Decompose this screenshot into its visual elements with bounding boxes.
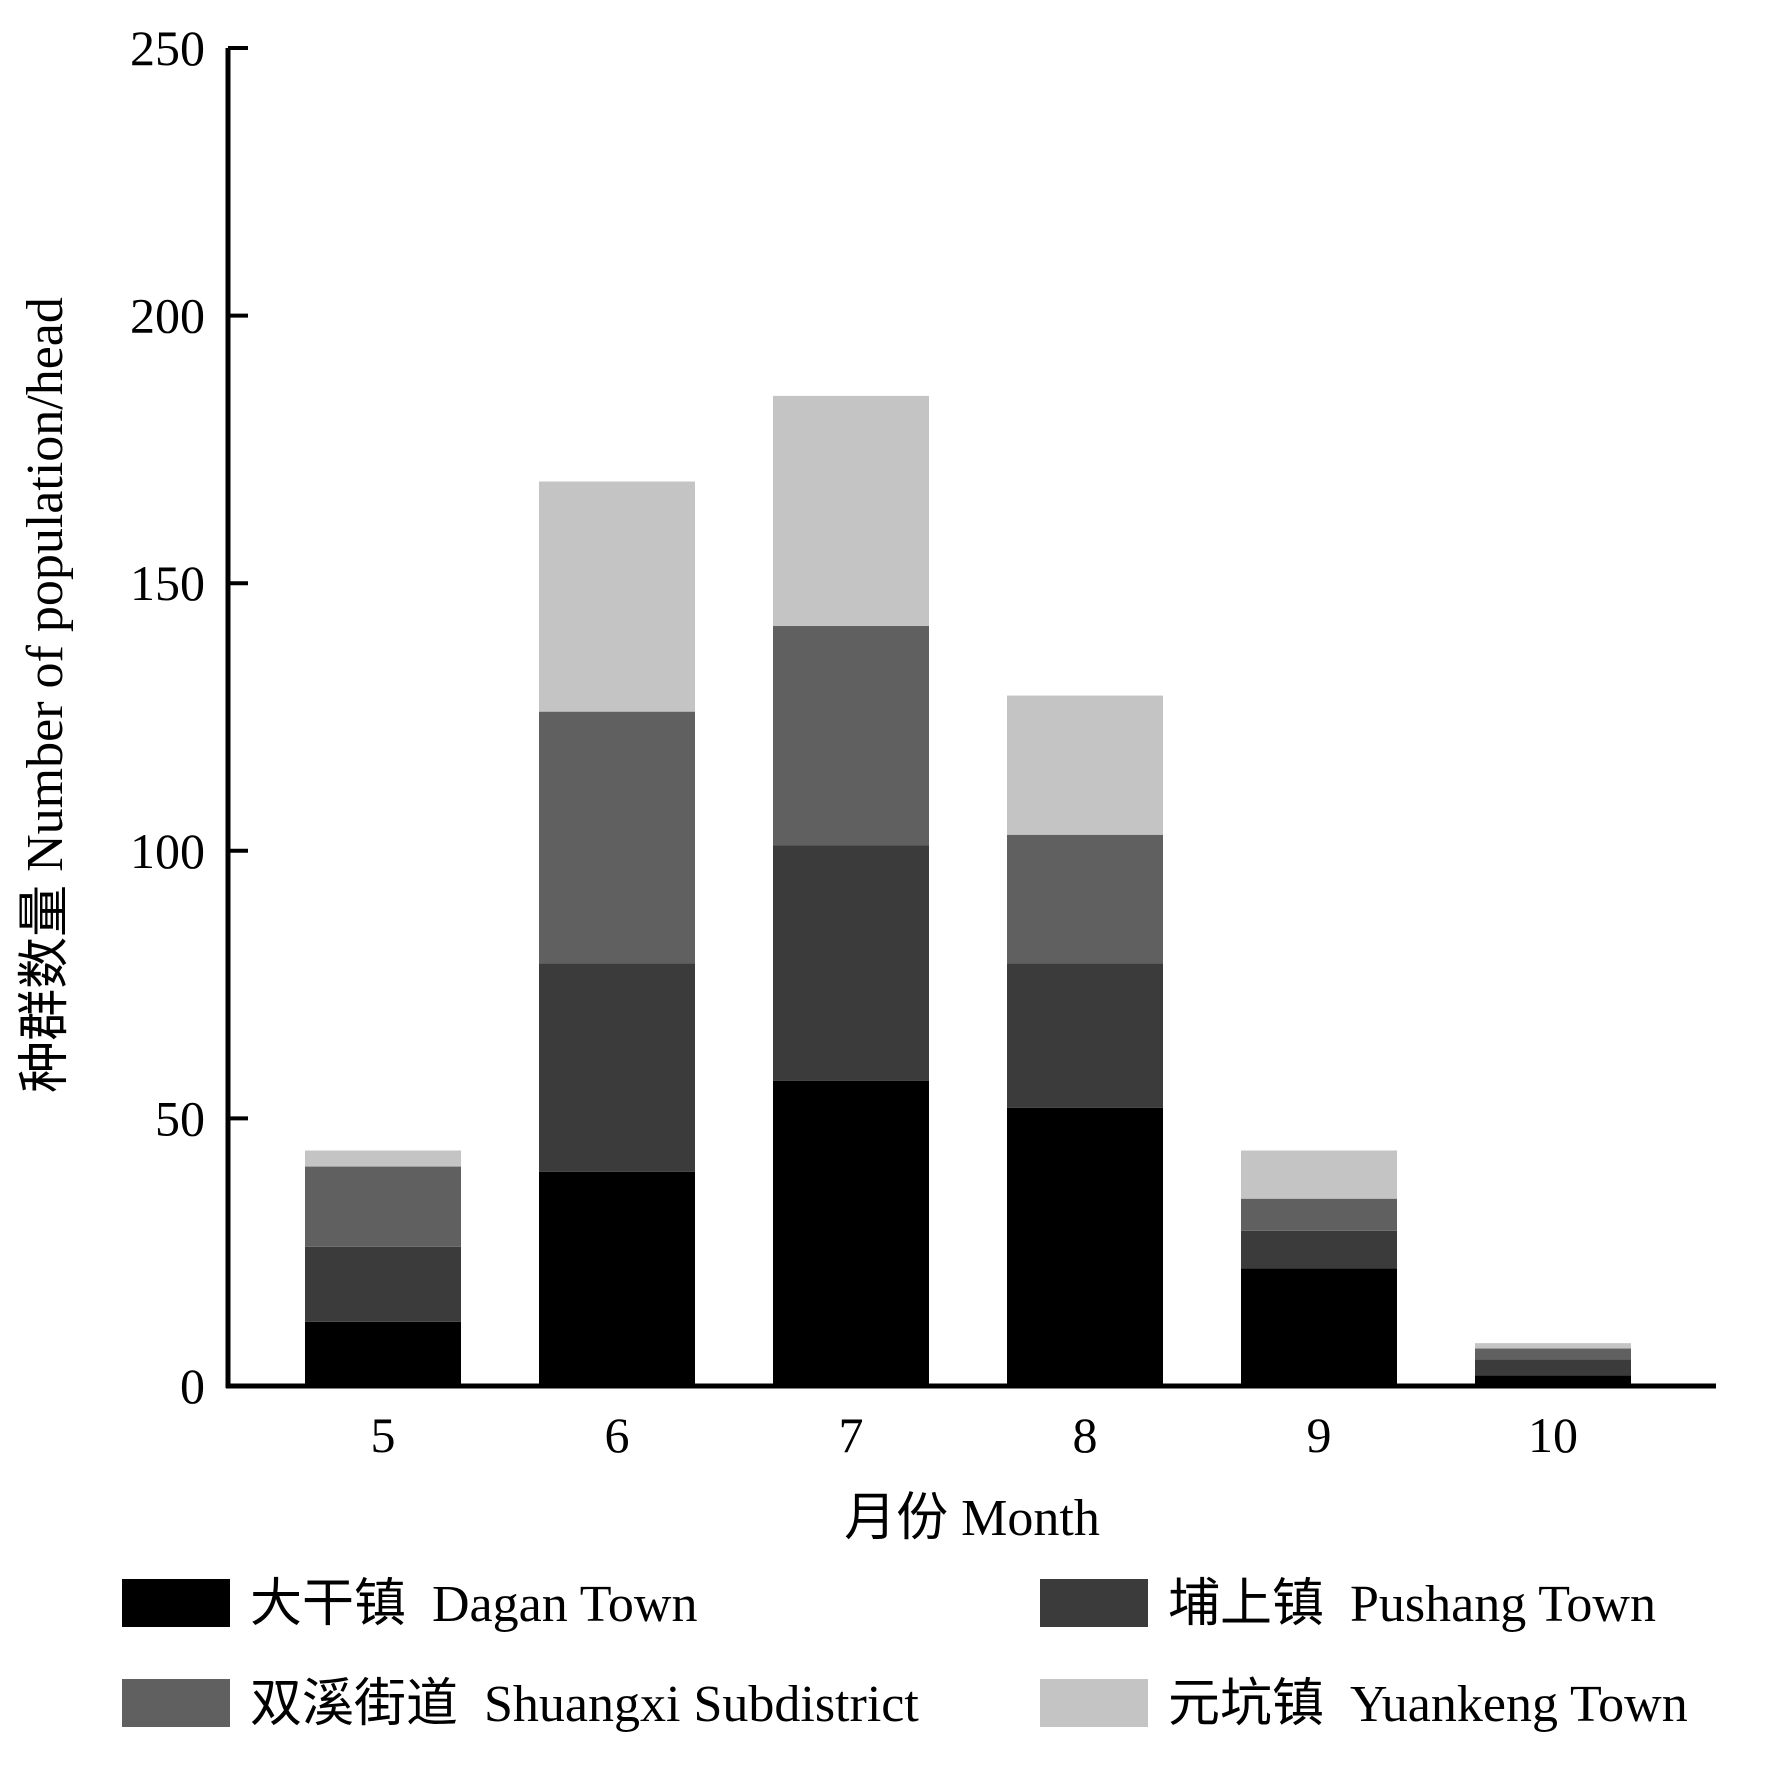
- x-tick-label: 7: [839, 1407, 864, 1463]
- bar-segment-month-8-series-4: [1007, 695, 1163, 835]
- bar-segment-month-10-series-2: [1475, 1359, 1631, 1376]
- legend-label-series-2: 埔上镇 Pushang Town: [1168, 1576, 1656, 1633]
- legend-swatch-series-1: [122, 1579, 230, 1627]
- legend-label-series-3: 双溪街道 Shuangxi Subdistrict: [250, 1676, 919, 1733]
- x-tick-label: 8: [1073, 1407, 1098, 1463]
- bar-segment-month-6-series-4: [539, 481, 695, 712]
- bar-segment-month-5-series-3: [305, 1166, 461, 1247]
- bar-segment-month-8-series-1: [1007, 1107, 1163, 1386]
- bar-segment-month-10-series-1: [1475, 1375, 1631, 1386]
- y-tick-label: 150: [130, 555, 205, 611]
- y-tick-label: 250: [130, 20, 205, 76]
- legend-swatch-series-2: [1040, 1579, 1148, 1627]
- bar-segment-month-7-series-1: [773, 1080, 929, 1386]
- bar-segment-month-9-series-4: [1241, 1150, 1397, 1199]
- bar-segment-month-5-series-4: [305, 1150, 461, 1167]
- bar-segment-month-7-series-4: [773, 395, 929, 627]
- y-tick-label: 50: [155, 1090, 205, 1146]
- axes-group: [225, 48, 1716, 1389]
- bar-segment-month-7-series-2: [773, 845, 929, 1081]
- bar-segment-month-6-series-2: [539, 963, 695, 1172]
- bar-segment-month-10-series-4: [1475, 1343, 1631, 1349]
- x-ticks-group: 5 6 7 8 9 10: [371, 1407, 1579, 1463]
- bar-segment-month-7-series-3: [773, 626, 929, 846]
- bar-segment-month-6-series-3: [539, 711, 695, 964]
- legend: 大干镇 Dagan Town 埔上镇 Pushang Town 双溪街道 Shuan…: [122, 1576, 1688, 1733]
- bar-segment-month-5-series-1: [305, 1321, 461, 1386]
- y-ticks-group: 0 50 100 150 200 250: [130, 20, 248, 1414]
- bar-segment-month-5-series-2: [305, 1246, 461, 1322]
- bars-group: [305, 395, 1631, 1386]
- bar-segment-month-9-series-2: [1241, 1230, 1397, 1269]
- y-tick-label: 0: [180, 1358, 205, 1414]
- bar-segment-month-6-series-1: [539, 1171, 695, 1386]
- y-tick-label: 200: [130, 288, 205, 344]
- bar-segment-month-8-series-2: [1007, 963, 1163, 1108]
- bar-segment-month-8-series-3: [1007, 834, 1163, 964]
- legend-label-series-1: 大干镇 Dagan Town: [250, 1576, 697, 1633]
- legend-label-series-4: 元坑镇 Yuankeng Town: [1168, 1676, 1688, 1733]
- x-tick-label: 5: [371, 1407, 396, 1463]
- y-axis-title: 种群数量 Number of population/head: [17, 297, 74, 1093]
- bar-segment-month-9-series-1: [1241, 1268, 1397, 1386]
- bar-segment-month-10-series-3: [1475, 1348, 1631, 1360]
- bar-segment-month-9-series-3: [1241, 1198, 1397, 1231]
- legend-swatch-series-3: [122, 1679, 230, 1727]
- y-tick-label: 100: [130, 823, 205, 879]
- legend-swatch-series-4: [1040, 1679, 1148, 1727]
- x-tick-label: 9: [1307, 1407, 1332, 1463]
- x-tick-label: 6: [605, 1407, 630, 1463]
- x-axis-title: 月份 Month: [844, 1490, 1100, 1547]
- x-tick-label: 10: [1528, 1407, 1578, 1463]
